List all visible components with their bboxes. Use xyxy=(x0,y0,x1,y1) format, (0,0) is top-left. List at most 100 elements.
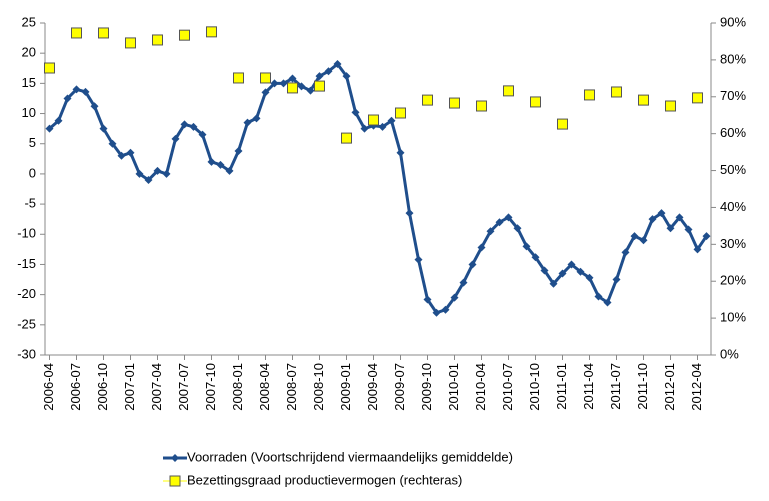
data-point xyxy=(171,134,180,143)
x-tick-label: 2011-10 xyxy=(635,363,650,410)
data-point xyxy=(611,86,622,98)
data-point xyxy=(504,213,513,222)
y-tick-label: 25 xyxy=(22,14,36,29)
data-point xyxy=(449,97,460,109)
x-tick-label: 2012-01 xyxy=(662,363,677,411)
data-point xyxy=(638,94,649,106)
data-point xyxy=(495,218,504,227)
data-point xyxy=(603,298,612,307)
data-point xyxy=(342,72,351,81)
data-point xyxy=(260,72,271,84)
y-tick-label: 20 xyxy=(22,45,36,60)
data-point xyxy=(513,224,522,233)
data-point xyxy=(99,124,108,133)
data-point xyxy=(117,151,126,160)
y2-tick-label: 40% xyxy=(720,199,746,214)
y2-tick-label: 70% xyxy=(720,88,746,103)
data-point xyxy=(279,79,288,88)
data-point xyxy=(54,116,63,125)
data-point xyxy=(405,209,414,218)
x-tick-label: 2007-10 xyxy=(203,363,218,411)
x-tick-label: 2009-07 xyxy=(392,363,407,411)
data-point xyxy=(531,253,540,262)
data-point xyxy=(693,245,702,254)
legend-label: Bezettingsgraad productievermogen (recht… xyxy=(187,472,462,487)
x-tick-label: 2007-01 xyxy=(122,363,137,411)
y-tick-label: -30 xyxy=(17,346,36,361)
y-tick-label: -20 xyxy=(17,286,36,301)
data-point xyxy=(333,60,342,69)
data-point xyxy=(432,308,441,317)
y2-tick-label: 90% xyxy=(720,14,746,29)
data-point xyxy=(44,62,55,74)
data-point xyxy=(225,166,234,175)
data-point xyxy=(503,85,514,97)
x-tick-label: 2008-07 xyxy=(284,363,299,411)
data-point xyxy=(81,87,90,96)
data-point xyxy=(450,293,459,302)
y-tick-label: 5 xyxy=(29,135,36,150)
x-tick-label: 2010-04 xyxy=(473,363,488,411)
y2-tick-label: 20% xyxy=(720,273,746,288)
data-point xyxy=(198,130,207,139)
data-point xyxy=(459,278,468,287)
data-point xyxy=(567,260,576,269)
y2-tick-label: 50% xyxy=(720,162,746,177)
data-point xyxy=(261,88,270,97)
data-point xyxy=(90,102,99,111)
data-point xyxy=(180,120,189,129)
data-point xyxy=(135,169,144,178)
data-point xyxy=(657,209,666,218)
data-point xyxy=(126,148,135,157)
data-point xyxy=(153,166,162,175)
data-point xyxy=(360,124,369,133)
x-tick-label: 2009-10 xyxy=(419,363,434,411)
data-point xyxy=(540,266,549,275)
data-point xyxy=(144,175,153,184)
data-point xyxy=(368,114,379,126)
data-point xyxy=(324,67,333,76)
data-point xyxy=(314,80,325,92)
x-tick-label: 2008-04 xyxy=(257,363,272,411)
data-point xyxy=(557,118,568,130)
data-point xyxy=(152,34,163,46)
data-point xyxy=(675,213,684,222)
data-point xyxy=(477,243,486,252)
data-point xyxy=(125,37,136,49)
y-tick-label: 10 xyxy=(22,105,36,120)
data-point xyxy=(665,100,676,112)
x-tick-label: 2007-07 xyxy=(176,363,191,411)
data-point xyxy=(71,27,82,39)
data-point xyxy=(341,132,352,144)
y2-tick-label: 80% xyxy=(720,51,746,66)
y2-tick-label: 10% xyxy=(720,310,746,325)
x-tick-label: 2006-07 xyxy=(68,363,83,411)
x-tick-label: 2009-04 xyxy=(365,363,380,411)
y2-tick-label: 60% xyxy=(720,125,746,140)
data-point xyxy=(72,85,81,94)
legend-marker xyxy=(169,475,181,487)
data-point xyxy=(179,29,190,41)
data-point xyxy=(666,224,675,233)
data-point xyxy=(45,124,54,133)
data-point xyxy=(584,89,595,101)
data-point xyxy=(63,94,72,103)
data-point xyxy=(351,108,360,117)
data-point xyxy=(486,227,495,236)
x-tick-label: 2006-10 xyxy=(95,363,110,411)
x-tick-label: 2010-01 xyxy=(446,363,461,411)
data-point xyxy=(206,26,217,38)
x-tick-label: 2010-10 xyxy=(527,363,542,411)
data-point xyxy=(233,72,244,84)
data-point xyxy=(468,260,477,269)
data-point xyxy=(252,114,261,123)
x-tick-label: 2007-04 xyxy=(149,363,164,411)
data-point xyxy=(585,273,594,282)
data-point xyxy=(558,269,567,278)
data-point xyxy=(549,279,558,288)
y2-tick-label: 30% xyxy=(720,236,746,251)
data-point xyxy=(621,248,630,257)
data-point xyxy=(422,94,433,106)
series-line xyxy=(48,61,708,315)
